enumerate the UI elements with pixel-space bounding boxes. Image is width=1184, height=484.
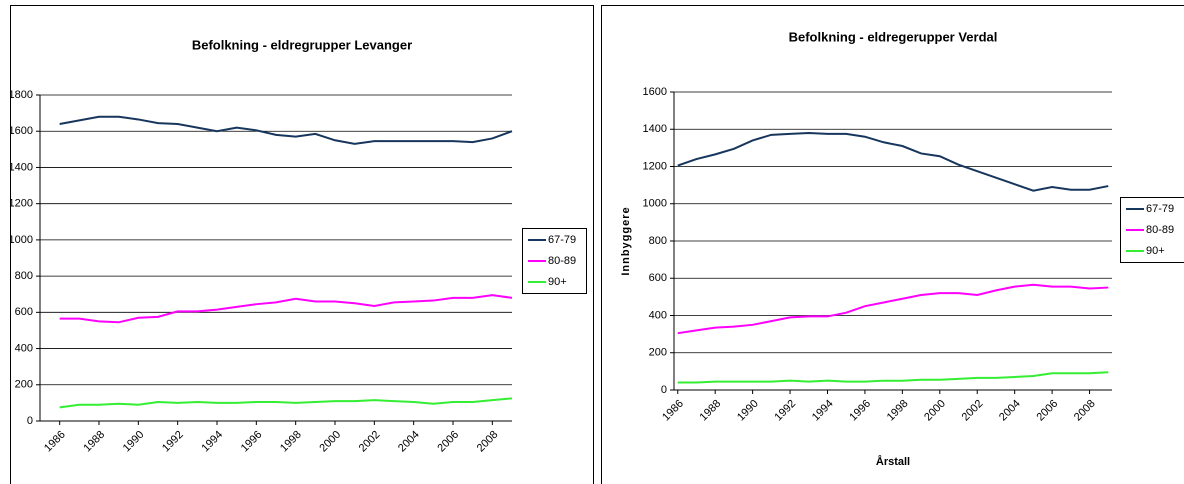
series-line (59, 397, 513, 409)
y-tick-label: 0 (27, 415, 33, 427)
series-line (59, 294, 513, 324)
y-tick-label: 1200 (643, 160, 667, 172)
chart-title: Befolkning - eldregrupper Levanger (192, 37, 412, 52)
y-tick-label: 1000 (643, 198, 667, 210)
y-tick-label: 400 (649, 309, 667, 321)
series-line (677, 131, 1109, 192)
y-tick-label: 1600 (9, 125, 33, 137)
y-tick-label: 200 (15, 379, 33, 391)
chart-title: Befolkning - eldregerupper Verdal (789, 29, 998, 44)
legend-label: 90+ (548, 276, 567, 288)
legend-label: 80-89 (548, 255, 576, 267)
y-tick-label: 1200 (9, 198, 33, 210)
series-line (677, 371, 1109, 384)
legend-label: 67-79 (1146, 203, 1174, 215)
y-tick-label: 1000 (9, 234, 33, 246)
y-tick-label: 600 (649, 272, 667, 284)
chart-frame (601, 5, 1184, 484)
series-line (677, 283, 1109, 335)
x-axis-title: Årstall (876, 455, 910, 468)
legend-label: 90+ (1146, 245, 1165, 257)
y-axis-title: Innbyggere (620, 206, 632, 275)
y-tick-label: 1400 (9, 161, 33, 173)
y-tick-label: 1800 (9, 89, 33, 101)
y-tick-label: 1400 (643, 123, 667, 135)
y-tick-label: 800 (649, 235, 667, 247)
y-tick-label: 600 (15, 306, 33, 318)
series-line (59, 115, 513, 145)
y-tick-label: 1600 (643, 86, 667, 98)
y-tick-label: 200 (649, 347, 667, 359)
legend-label: 67-79 (548, 234, 576, 246)
legend-label: 80-89 (1146, 224, 1174, 236)
y-tick-label: 0 (661, 384, 667, 396)
chart-frame (10, 5, 594, 484)
y-tick-label: 800 (15, 270, 33, 282)
y-tick-label: 400 (15, 342, 33, 354)
chart: Befolkning - eldregerupper Verdal 0 200 400… (620, 29, 1184, 468)
